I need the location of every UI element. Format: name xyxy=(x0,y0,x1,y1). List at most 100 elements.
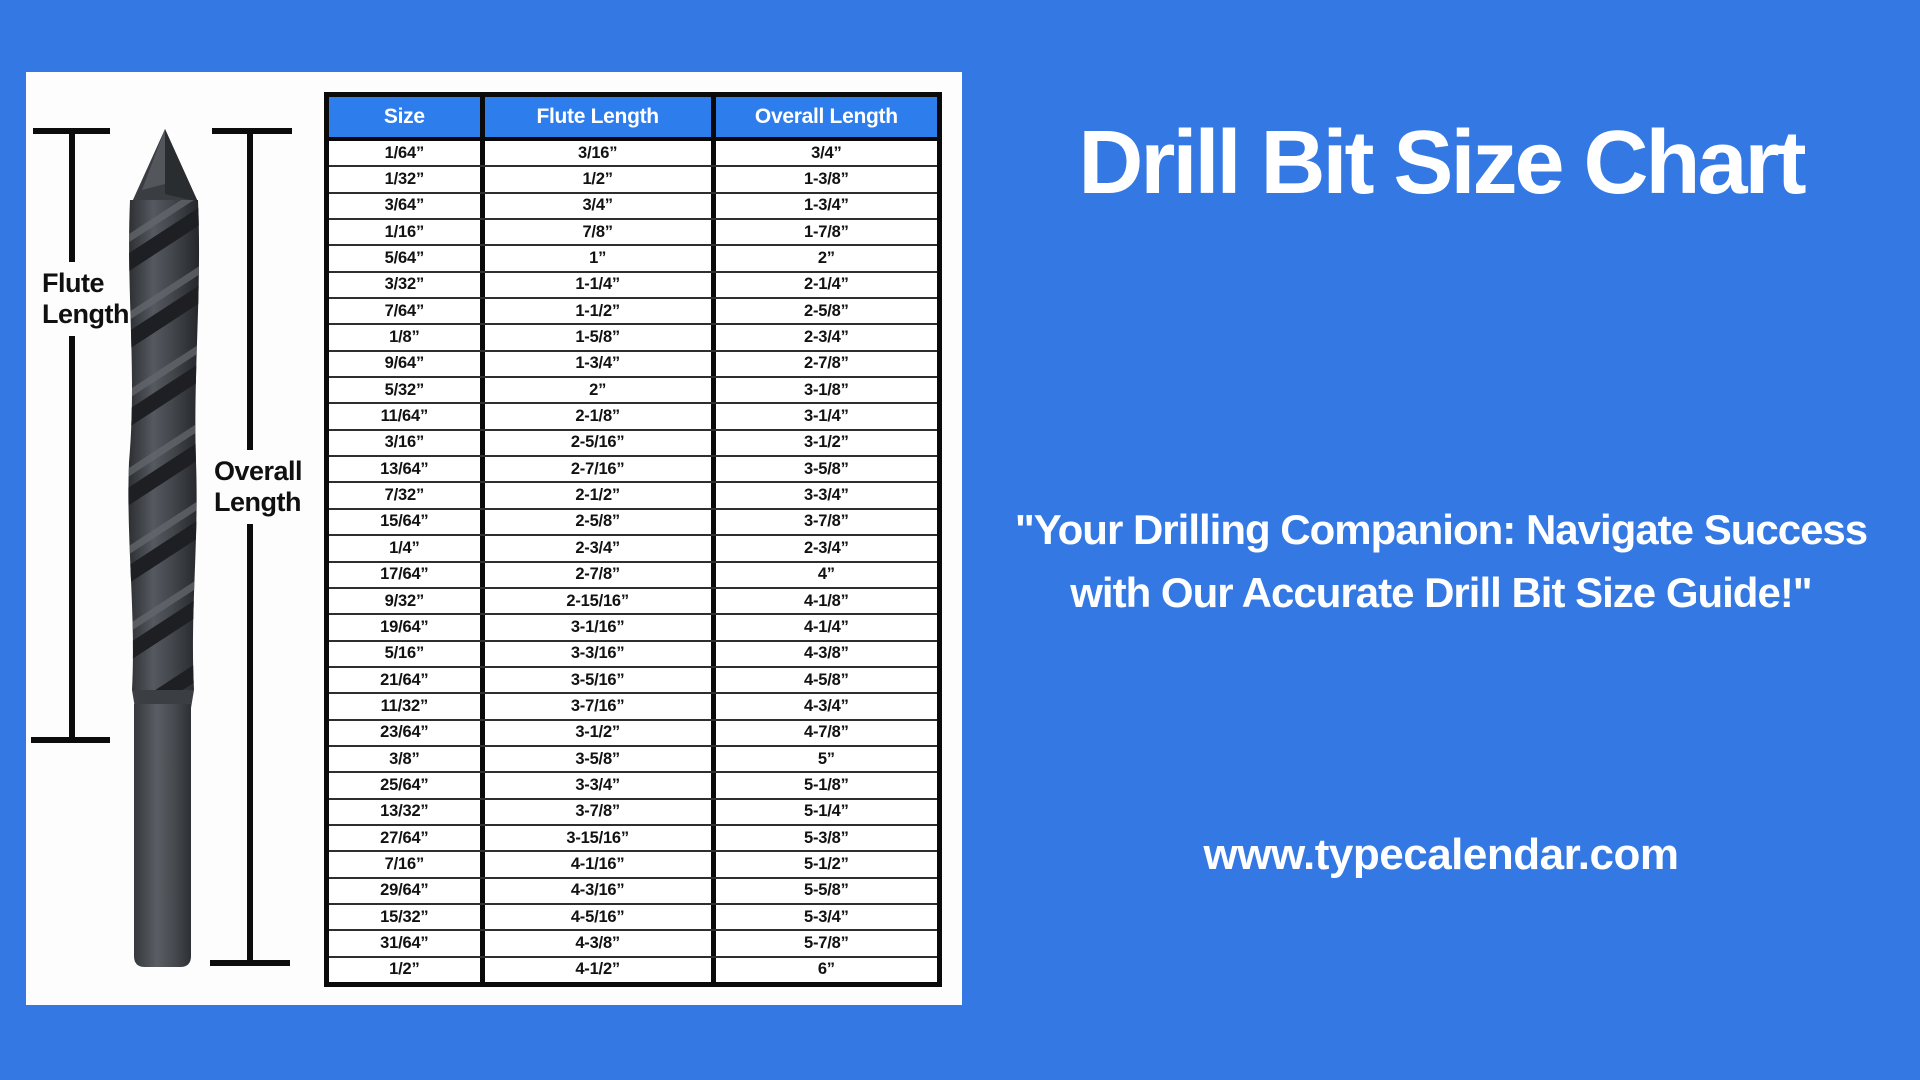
flute-length-cell: 2-15/16” xyxy=(485,588,716,614)
size-cell: 25/64” xyxy=(329,773,485,798)
flute-length-cell: 3-15/16” xyxy=(485,825,716,851)
overall-length-label: Overall Length xyxy=(212,450,303,524)
overall-length-cell: 2-3/4” xyxy=(804,538,849,557)
flute-length-cell: 2-7/16” xyxy=(485,457,716,482)
flute-length-cell: 3-1/16” xyxy=(485,615,716,640)
right-panel: Drill Bit Size Chart "Your Drilling Comp… xyxy=(962,0,1920,1080)
flute-length-cell: 4-3/8” xyxy=(485,931,716,956)
flute-length-cell: 7/8” xyxy=(485,220,716,245)
size-cell: 29/64” xyxy=(329,878,485,903)
size-cell: 1/16” xyxy=(329,220,485,245)
flute-length-cell: 1-1/4” xyxy=(485,272,716,298)
table-row: 17/64” 2-7/8” 4” xyxy=(329,560,937,587)
overall-label-line2: Length xyxy=(214,486,301,517)
overall-length-cell: 4-3/4” xyxy=(804,696,849,715)
size-cell: 1/4” xyxy=(329,536,485,561)
overall-length-cell: 4-1/4” xyxy=(804,617,849,636)
size-cell: 9/32” xyxy=(329,588,485,614)
tagline-line2: with Our Accurate Drill Bit Size Guide!" xyxy=(1070,569,1812,616)
flute-label-line2: Length xyxy=(42,298,129,329)
table-row: 1/32” 1/2” 1-3/8” xyxy=(329,165,937,192)
size-cell: 19/64” xyxy=(329,615,485,640)
size-cell: 15/32” xyxy=(329,904,485,930)
flute-length-cell: 2” xyxy=(485,378,716,403)
size-cell: 15/64” xyxy=(329,509,485,535)
overall-length-cell: 3-1/8” xyxy=(804,380,849,399)
table-row: 3/64” 3/4” 1-3/4” xyxy=(329,191,937,219)
table-row: 1/16” 7/8” 1-7/8” xyxy=(329,218,937,245)
table-row: 9/32” 2-15/16” 4-1/8” xyxy=(329,586,937,614)
table-row: 11/32” 3-7/16” 4-3/4” xyxy=(329,692,937,719)
size-cell: 31/64” xyxy=(329,931,485,956)
overall-length-cell: 2-3/4” xyxy=(804,328,849,347)
tagline-line1: "Your Drilling Companion: Navigate Succe… xyxy=(1014,506,1868,553)
drill-diagram: Flute Length Overall Length xyxy=(26,72,324,1005)
table-row: 25/64” 3-3/4” 5-1/8” xyxy=(329,771,937,798)
flute-length-dimension-lines xyxy=(31,128,110,743)
overall-length-cell: 5-1/4” xyxy=(804,802,849,821)
flute-length-cell: 2-5/8” xyxy=(485,509,716,535)
flute-length-cell: 3-3/4” xyxy=(485,773,716,798)
size-cell: 3/8” xyxy=(329,746,485,772)
overall-length-cell: 6” xyxy=(817,960,835,979)
overall-length-cell: 3-1/4” xyxy=(804,407,849,426)
table-row: 9/64” 1-3/4” 2-7/8” xyxy=(329,349,937,377)
table-row: 3/8” 3-5/8” 5” xyxy=(329,744,937,772)
table-row: 1/4” 2-3/4” 2-3/4” xyxy=(329,534,937,561)
table-row: 15/32” 4-5/16” 5-3/4” xyxy=(329,902,937,930)
col-header-size: Size xyxy=(329,97,485,137)
table-row: 13/32” 3-7/8” 5-1/4” xyxy=(329,797,937,824)
overall-length-cell: 1-3/4” xyxy=(804,196,849,215)
size-cell: 27/64” xyxy=(329,825,485,851)
table-header-row: Size Flute Length Overall Length xyxy=(329,97,937,141)
table-row: 27/64” 3-15/16” 5-3/8” xyxy=(329,823,937,851)
size-cell: 1/64” xyxy=(329,141,485,166)
overall-length-cell: 4-1/8” xyxy=(804,591,849,610)
overall-length-cell: 2-5/8” xyxy=(804,301,849,320)
flute-length-cell: 1-5/8” xyxy=(485,325,716,350)
table-row: 7/16” 4-1/16” 5-1/2” xyxy=(329,850,937,877)
size-cell: 7/32” xyxy=(329,483,485,508)
flute-length-cell: 2-5/16” xyxy=(485,430,716,456)
overall-length-cell: 4-5/8” xyxy=(804,670,849,689)
flute-length-cell: 1-1/2” xyxy=(485,299,716,324)
table-row: 1/2” 4-1/2” 6” xyxy=(329,955,937,982)
size-cell: 3/64” xyxy=(329,193,485,219)
flute-length-cell: 4-1/16” xyxy=(485,852,716,877)
flute-length-cell: 2-3/4” xyxy=(485,536,716,561)
size-cell: 7/64” xyxy=(329,299,485,324)
table-row: 15/64” 2-5/8” 3-7/8” xyxy=(329,507,937,535)
flute-length-cell: 4-5/16” xyxy=(485,904,716,930)
drill-bit-illustration xyxy=(31,128,292,967)
overall-length-cell: 4” xyxy=(817,565,835,584)
flute-length-cell: 3/4” xyxy=(485,193,716,219)
flute-length-cell: 3-1/2” xyxy=(485,720,716,745)
size-cell: 3/16” xyxy=(329,430,485,456)
table-body: 1/64” 3/16” 3/4” 1/32” 1/2” 1-3/8” 3/64” 3/4” 1-… xyxy=(329,141,937,982)
flute-length-cell: 3-3/16” xyxy=(485,641,716,666)
overall-length-cell: 5-1/2” xyxy=(804,854,849,873)
overall-length-cell: 3-7/8” xyxy=(804,512,849,531)
flute-length-label: Flute Length xyxy=(40,262,129,336)
table-row: 7/64” 1-1/2” 2-5/8” xyxy=(329,297,937,324)
flute-length-cell: 2-7/8” xyxy=(485,562,716,587)
table-row: 23/64” 3-1/2” 4-7/8” xyxy=(329,718,937,745)
drill-size-table: Size Flute Length Overall Length 1/64” 3/… xyxy=(324,92,942,987)
overall-length-cell: 4-7/8” xyxy=(804,723,849,742)
size-cell: 11/64” xyxy=(329,404,485,429)
size-cell: 23/64” xyxy=(329,720,485,745)
tagline-quote: "Your Drilling Companion: Navigate Succe… xyxy=(972,498,1910,624)
size-cell: 17/64” xyxy=(329,562,485,587)
overall-length-cell: 3-3/4” xyxy=(804,486,849,505)
size-cell: 1/32” xyxy=(329,167,485,192)
size-cell: 9/64” xyxy=(329,351,485,377)
col-header-overall-length: Overall Length xyxy=(715,97,937,137)
website-url: www.typecalendar.com xyxy=(1203,830,1680,879)
size-cell: 5/64” xyxy=(329,246,485,271)
flute-length-cell: 3-7/16” xyxy=(485,694,716,719)
overall-length-cell: 5-3/8” xyxy=(804,828,849,847)
overall-length-cell: 5-1/8” xyxy=(804,775,849,794)
size-cell: 13/64” xyxy=(329,457,485,482)
size-cell: 7/16” xyxy=(329,852,485,877)
